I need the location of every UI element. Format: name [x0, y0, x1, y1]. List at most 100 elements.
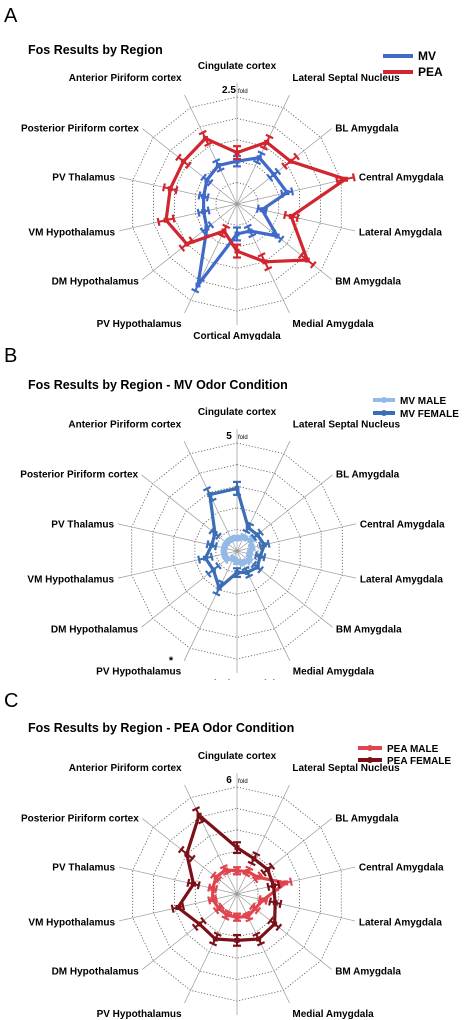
error-cap [264, 206, 269, 215]
data-point [245, 525, 251, 531]
error-cap [252, 159, 262, 166]
data-point [184, 851, 190, 857]
axis-spoke [132, 869, 238, 895]
axis-spoke [189, 453, 238, 552]
label-leader [117, 523, 132, 528]
radar-plot: Cingulate cortex Lateral Septal Nucleus BL… [21, 751, 444, 1020]
legend-item: MV [383, 49, 436, 63]
error-cap [177, 845, 185, 854]
error-cap [335, 176, 340, 186]
scale-unit-label: fold [238, 779, 248, 785]
label-leader [321, 618, 333, 628]
error-cap [254, 906, 262, 915]
error-cap [196, 208, 201, 217]
category-label: VM Hypothalamus [28, 227, 115, 238]
error-cap [255, 204, 260, 213]
error-cap [268, 862, 276, 871]
axis-spoke [236, 893, 342, 919]
legend-item: PEA MALE [358, 744, 439, 755]
error-cap [248, 232, 257, 239]
error-cap [217, 579, 227, 585]
axis-spoke [236, 137, 321, 205]
category-label: BM Amygdala [336, 624, 402, 635]
legend-marker [367, 757, 373, 763]
error-cap [274, 167, 282, 176]
category-label: PV Thalamus [52, 863, 115, 874]
error-cap [204, 570, 212, 578]
data-point [234, 150, 240, 156]
data-point [202, 555, 208, 561]
category-label: Medial Amygdala [292, 319, 374, 330]
data-point [207, 492, 213, 498]
grid-ring [194, 160, 280, 248]
error-cap [156, 217, 161, 227]
data-point [201, 193, 207, 199]
error-cap [256, 941, 266, 947]
label-leader [142, 818, 154, 828]
error-cap [209, 552, 214, 561]
error-cap [267, 916, 274, 925]
data-point [196, 812, 202, 818]
data-point [271, 172, 277, 178]
data-point [234, 248, 240, 254]
axis-spoke [132, 179, 238, 205]
data-point [288, 213, 294, 219]
error-cap [206, 178, 214, 187]
data-point [254, 564, 260, 570]
data-point [228, 536, 234, 542]
error-cap [202, 485, 212, 492]
error-cap [278, 879, 283, 889]
label-leader [118, 917, 133, 922]
label-leader [184, 784, 191, 798]
grid-ring [153, 117, 321, 291]
data-point [271, 883, 277, 889]
error-cap [252, 851, 261, 857]
legend-item: MV FEMALE [373, 409, 459, 420]
error-cap [288, 877, 293, 886]
label-leader [341, 866, 356, 871]
axis-spoke [132, 203, 238, 229]
data-point [259, 207, 265, 213]
label-leader [283, 94, 290, 108]
data-point [283, 880, 289, 886]
axis-spoke [153, 827, 238, 895]
scale-max-label: 6 [226, 775, 232, 786]
error-cap [269, 229, 277, 237]
data-point [262, 259, 268, 265]
label-leader [320, 128, 332, 138]
grid-ring [173, 829, 301, 959]
category-label: Cortical Amygdala [193, 679, 281, 680]
category-label: DM Hypothalamus [52, 277, 140, 288]
error-cap [222, 223, 231, 230]
error-cap [248, 902, 256, 911]
label-leader [142, 960, 154, 970]
category-label: PV Hypothalamus [96, 667, 181, 678]
data-point [196, 921, 202, 927]
error-cap [212, 906, 220, 915]
label-leader [283, 784, 290, 798]
axis-spoke [236, 550, 285, 649]
category-label: PV Thalamus [51, 519, 114, 530]
category-label: Central Amygdala [359, 173, 444, 184]
data-point [272, 900, 278, 906]
data-point [221, 545, 227, 551]
error-cap [175, 153, 182, 162]
data-point [215, 162, 221, 168]
radar-plot: Cingulate cortex Lateral Septal Nucleus BL… [21, 61, 444, 340]
legend-label: PEA FEMALE [387, 756, 451, 767]
category-label: Cortical Amygdala [193, 331, 281, 340]
axis-spoke [236, 797, 284, 895]
error-cap [253, 551, 258, 560]
legend: MV PEA [383, 49, 443, 79]
error-cap [293, 152, 300, 161]
error-cap [200, 173, 207, 182]
error-cap [186, 878, 191, 888]
error-cap [257, 252, 266, 258]
label-leader [321, 474, 333, 484]
error-cap [252, 931, 261, 937]
error-cap [215, 532, 222, 540]
error-cap [281, 162, 288, 170]
error-cap [170, 904, 175, 913]
error-cap [191, 923, 199, 932]
error-cap [189, 854, 196, 863]
